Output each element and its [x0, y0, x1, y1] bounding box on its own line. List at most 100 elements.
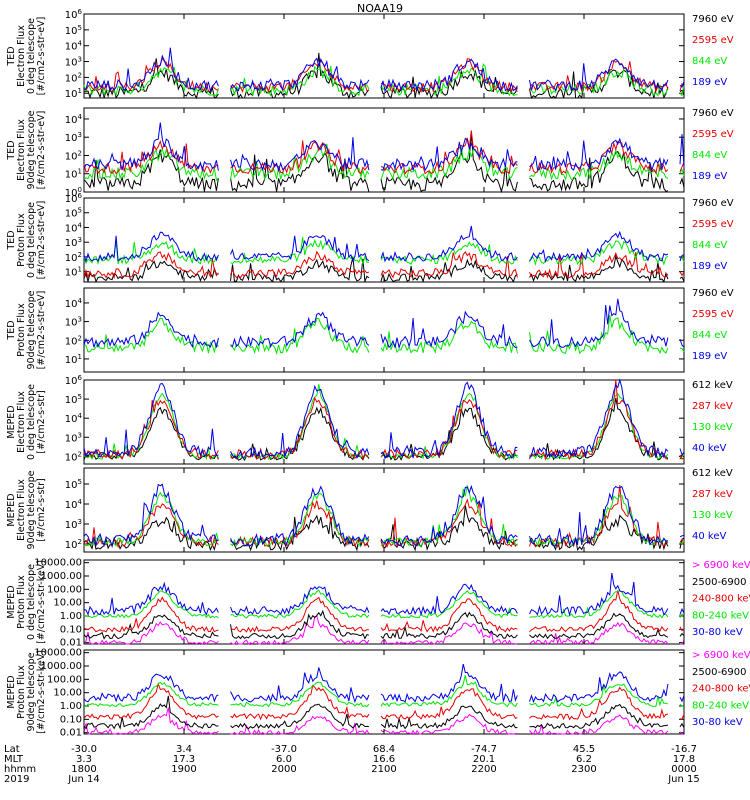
time-axis-row-label: Lat [4, 744, 20, 755]
y-axis-label-line: [#/cm2-s-str] [36, 390, 47, 453]
series-trace-magenta [83, 707, 685, 736]
time-axis-lat-label: 68.4 [373, 744, 395, 755]
y-tick-label: 105 [65, 478, 82, 491]
series-trace-black [83, 609, 685, 640]
y-axis-label: TED Proton Flux 0 deg telescope [#/cm2-s-st… [6, 201, 47, 280]
y-tick-label: 100 [65, 186, 82, 199]
time-axis-hhmm-label: 1800 [71, 764, 96, 775]
legend-entry: 2500-6900 [692, 577, 747, 588]
y-tick-label: 0.10 [60, 624, 82, 635]
y-axis-label-line: MEPED [6, 493, 17, 526]
series-trace-red [83, 682, 685, 721]
y-tick-label: 105 [65, 24, 82, 37]
legend-entry: 80-240 keV [692, 610, 749, 621]
time-axis-hhmm-label: 2300 [571, 764, 596, 775]
series-trace-blue [83, 378, 685, 460]
legend-entry: 189 eV [692, 351, 727, 362]
legend-entry: 2500-6900 [692, 667, 747, 678]
time-axis-hhmm-label: 2100 [371, 764, 396, 775]
legend-entry: 2595 eV [692, 309, 734, 320]
y-tick-label: 0.01 [60, 728, 82, 739]
series-trace-red [83, 57, 685, 94]
series-trace-red [83, 485, 685, 549]
panel-frame [83, 107, 685, 193]
legend-entry: 2595 eV [692, 219, 734, 230]
y-axis-label-line: 0 deg telescope [26, 18, 37, 94]
time-axis-hhmm-label: 0000 [671, 764, 696, 775]
time-axis-mlt-label: 17.8 [673, 754, 695, 765]
y-axis-label-line: [#/cm2-s-str-eV] [36, 17, 47, 96]
legend-entry: 844 eV [692, 150, 727, 161]
series-trace-blue [83, 122, 685, 173]
legend-entry: 7960 eV [692, 14, 734, 25]
y-axis-label-line: Proton Flux [16, 303, 27, 357]
legend-entry: > 6900 keV [692, 650, 750, 661]
y-axis-label-line: Proton Flux [16, 213, 27, 267]
y-tick-label: 104 [65, 498, 83, 511]
time-axis-hhmm-label: 1900 [171, 764, 196, 775]
panel-ted-e-90: 100 101 102 103 104 TED Electron Flux 90deg tel… [6, 107, 734, 199]
legend-entry: 7960 eV [692, 198, 734, 209]
y-tick-label: 102 [65, 149, 82, 162]
y-tick-label: 0.01 [60, 638, 82, 649]
y-tick-label: 104 [65, 113, 83, 126]
legend-entry: 287 keV [692, 489, 733, 500]
y-axis-label-line: MEPED [6, 585, 17, 618]
panel-meped-p-0: 0.010.101.0010.00100.001000.0010000.00ME… [6, 558, 750, 649]
series-trace-green [83, 63, 685, 97]
y-tick-label: 1.00 [60, 611, 82, 622]
y-tick-label: 0.10 [60, 714, 82, 725]
series-trace-green [83, 589, 685, 619]
y-axis-label-line: TED [6, 140, 17, 160]
time-axis-date-label: Jun 15 [667, 774, 700, 785]
time-axis-row-label: MLT [4, 754, 24, 765]
time-axis-lat-label: -30.0 [71, 744, 97, 755]
y-axis-label-line: [#/cm2-s-str-keV] [36, 650, 47, 734]
series-trace-black [83, 505, 685, 552]
y-axis-label-line: Proton Flux [16, 575, 27, 629]
y-tick-label: 106 [65, 374, 83, 387]
y-axis-label-line: Electron Flux [16, 25, 27, 87]
time-axis-lat-label: -37.0 [271, 744, 297, 755]
series-trace-blue [83, 47, 685, 93]
series-trace-magenta [83, 615, 685, 646]
y-axis-label-line: [#/cm2-s-str-eV] [36, 111, 47, 190]
series-trace-blue [83, 483, 685, 548]
y-tick-label: 101 [65, 353, 82, 366]
panel-ted-p-90: 101 102 103 104 TED Proton Flux 90deg telescop… [6, 287, 734, 373]
y-axis-label-line: [#/cm2-s-str-keV] [36, 560, 47, 644]
y-tick-label: 105 [65, 393, 82, 406]
y-tick-label: 104 [65, 40, 83, 53]
legend-entry: 2595 eV [692, 35, 734, 46]
y-tick-label: 1000.00 [41, 661, 82, 672]
y-tick-label: 106 [65, 192, 83, 205]
legend-entry: 240-800 keV [692, 684, 750, 695]
series-trace-red [83, 250, 685, 280]
y-axis-label-line: [#/cm2-s-str-eV] [36, 291, 47, 370]
y-tick-label: 102 [65, 251, 82, 264]
series-trace-black [83, 397, 685, 462]
time-axis-mlt-label: 6.0 [276, 754, 292, 765]
series-trace-green [83, 236, 685, 266]
y-tick-label: 10.00 [53, 598, 82, 609]
legend-entry: 2595 eV [692, 129, 734, 140]
legend-entry: 844 eV [692, 330, 727, 341]
series-trace-blue [83, 298, 685, 350]
legend-entry: 189 eV [692, 171, 727, 182]
y-axis-label-line: [#/cm2-s-str-eV] [36, 201, 47, 280]
time-axis-row-label: 2019 [4, 774, 29, 785]
y-axis-label-line: 0 deg telescope [26, 564, 37, 640]
panel-meped-p-90: 0.010.101.0010.00100.001000.0010000.00ME… [6, 648, 750, 739]
y-axis-label-line: Proton Flux [16, 665, 27, 719]
y-tick-label: 102 [65, 71, 82, 84]
series-trace-black [83, 132, 685, 194]
series-trace-red [83, 590, 685, 633]
y-axis-label-line: MEPED [6, 675, 17, 708]
y-tick-label: 103 [65, 518, 82, 531]
y-tick-label: 106 [65, 8, 83, 21]
legend-entry: 40 keV [692, 443, 726, 454]
y-tick-label: 10000.00 [34, 558, 82, 569]
